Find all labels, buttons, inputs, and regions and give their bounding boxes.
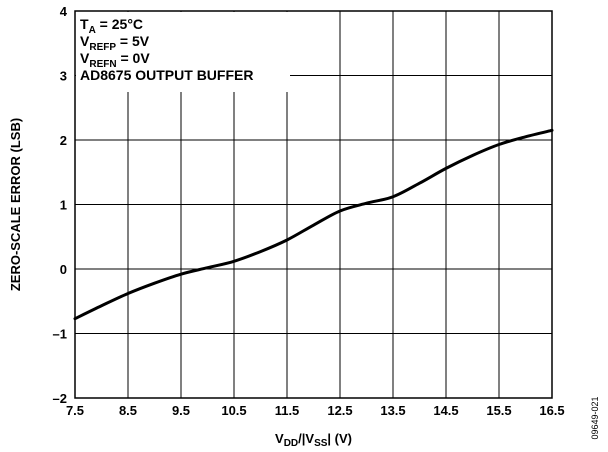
x-tick-label: 13.5 — [380, 403, 405, 418]
tick-labels: 7.5 8.5 9.5 10.5 11.5 12.5 13.5 14.5 15.5 16.5 4 3 2… — [53, 4, 565, 418]
x-axis-label: VDD/|VSS| (V) — [275, 431, 352, 449]
annotation-line: VREFN = 0V — [80, 50, 150, 70]
x-tick-label: 12.5 — [327, 403, 352, 418]
x-tick-label: 10.5 — [221, 403, 246, 418]
x-tick-label: 16.5 — [539, 403, 564, 418]
series-line — [73, 128, 554, 321]
x-tick-label: 11.5 — [275, 403, 300, 418]
x-axis-label-main: V — [275, 431, 284, 446]
y-tick-label: 2 — [60, 133, 67, 148]
annotation-line: AD8675 OUTPUT BUFFER — [80, 67, 253, 83]
figure-id: 09649-021 — [590, 396, 600, 439]
x-tick-label: 15.5 — [486, 403, 511, 418]
y-tick-label: 3 — [60, 69, 67, 84]
x-tick-label: 8.5 — [119, 403, 137, 418]
x-axis-label-mid: /|V — [298, 431, 314, 446]
annotation-box — [76, 12, 290, 92]
x-tick-label: 9.5 — [172, 403, 190, 418]
x-axis-label-sub1: DD — [284, 438, 298, 449]
plot-frame — [74, 10, 553, 399]
x-tick-label: 14.5 — [433, 403, 458, 418]
x-tick-label: 7.5 — [66, 403, 84, 418]
y-tick-label: –2 — [53, 391, 67, 406]
y-tick-label: 4 — [60, 4, 68, 19]
y-tick-label: 1 — [60, 198, 67, 213]
y-tick-label: –1 — [53, 327, 67, 342]
x-axis-label-sub2: SS — [314, 438, 328, 449]
y-axis-label: ZERO-SCALE ERROR (LSB) — [8, 118, 23, 291]
annotation-line: VREFP = 5V — [80, 33, 150, 53]
x-axis-label-end: | (V) — [327, 431, 352, 446]
annotation-line: TA = 25°C — [80, 16, 143, 36]
y-tick-label: 0 — [60, 262, 67, 277]
